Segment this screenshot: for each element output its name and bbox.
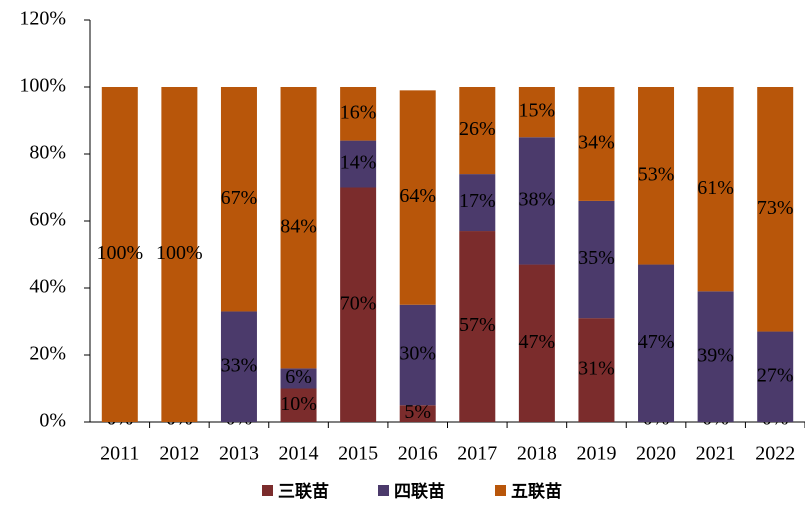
bar-segment (399, 405, 436, 422)
data-label: 57% (459, 314, 496, 336)
bar-segment (578, 87, 615, 201)
data-label: 26% (459, 118, 496, 140)
bar-segment (459, 174, 496, 232)
y-tick-label: 20% (29, 343, 66, 365)
bar-segment (697, 291, 734, 422)
data-label: 64% (399, 185, 436, 207)
bar-segment (757, 87, 794, 332)
data-label: 6% (285, 366, 312, 388)
x-tick-label: 2016 (398, 443, 438, 465)
bar-segment (757, 331, 794, 422)
bar-segment (101, 87, 138, 422)
data-label: 61% (697, 177, 734, 199)
x-tick-label: 2018 (517, 443, 557, 465)
y-tick-label: 100% (19, 75, 66, 97)
bar-segment (578, 200, 615, 319)
legend-swatch (262, 485, 273, 496)
x-tick-label: 2017 (457, 443, 497, 465)
data-label: 27% (757, 364, 794, 386)
bar-segment (280, 388, 317, 422)
data-label: 47% (519, 331, 556, 353)
y-tick-label: 40% (29, 276, 66, 298)
data-label: 35% (578, 247, 615, 269)
bar-segment (518, 264, 555, 422)
data-label: 47% (638, 331, 675, 353)
data-label: 31% (578, 358, 615, 380)
y-tick-label: 120% (19, 8, 66, 30)
data-label: 16% (340, 101, 377, 123)
data-label: 84% (280, 215, 317, 237)
x-tick-label: 2012 (159, 443, 199, 465)
x-tick-label: 2014 (279, 443, 319, 465)
bar-segment (280, 87, 317, 369)
data-label: 5% (404, 401, 431, 423)
bar-segment (399, 304, 436, 406)
bar-segment (518, 87, 555, 138)
x-tick-label: 2020 (636, 443, 676, 465)
y-tick-label: 60% (29, 209, 66, 231)
data-label: 100% (156, 242, 203, 264)
legend-label: 四联苗 (394, 481, 445, 502)
bar-segment (220, 311, 257, 422)
data-label: 70% (340, 292, 377, 314)
x-tick-label: 2019 (576, 443, 616, 465)
bar-segment (340, 140, 377, 188)
bar-segment (340, 87, 377, 141)
y-tick-label: 80% (29, 142, 66, 164)
data-label: 30% (399, 343, 436, 365)
legend-label: 三联苗 (278, 481, 329, 502)
bar-segment (638, 264, 675, 422)
bar-segment (280, 368, 317, 389)
data-label: 53% (638, 163, 675, 185)
data-label: 39% (697, 344, 734, 366)
data-label: 100% (96, 242, 143, 264)
bar-segment (220, 87, 257, 312)
bar-segment (459, 231, 496, 422)
bar-segment (697, 87, 734, 292)
bar-segment (638, 87, 675, 265)
data-label: 14% (340, 152, 377, 174)
x-tick-label: 2022 (755, 443, 795, 465)
x-tick-label: 2015 (338, 443, 378, 465)
bar-segment (518, 137, 555, 265)
x-tick-label: 2021 (696, 443, 736, 465)
legend-label: 五联苗 (511, 481, 562, 502)
x-tick-label: 2011 (100, 443, 139, 465)
data-label: 33% (221, 354, 258, 376)
bar-segment (399, 90, 436, 305)
data-label: 15% (519, 100, 556, 122)
x-tick-label: 2013 (219, 443, 259, 465)
bar-segment (459, 87, 496, 175)
legend-swatch (378, 485, 389, 496)
data-label: 10% (280, 393, 317, 415)
data-label: 67% (221, 187, 258, 209)
data-label: 38% (519, 188, 556, 210)
bar-segment (340, 187, 377, 422)
bar-segment (161, 87, 198, 422)
data-label: 17% (459, 190, 496, 212)
bar-segment (578, 318, 615, 422)
y-tick-label: 0% (39, 410, 66, 432)
legend-swatch (495, 485, 506, 496)
data-label: 34% (578, 132, 615, 154)
data-label: 73% (757, 197, 794, 219)
